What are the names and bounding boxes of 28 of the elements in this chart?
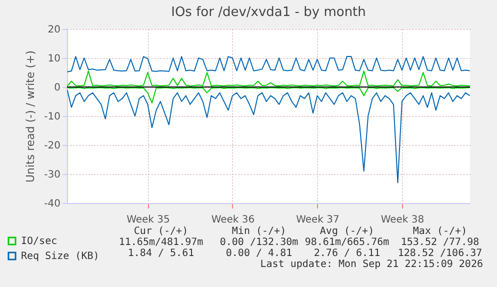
text: Last update: Mon Sep 21 22:15:09 2026 xyxy=(260,259,483,270)
y-axis-title: Units read (-) / write (+) xyxy=(24,50,38,183)
y-tick-label: 20 xyxy=(48,24,60,36)
text: Avg (-/+) xyxy=(320,226,374,237)
text: 1.84 / 5.61 xyxy=(128,248,194,259)
y-tick-label: 0 xyxy=(54,82,60,94)
legend-label: IO/sec xyxy=(21,236,58,247)
text: 128.52 /106.37 xyxy=(398,248,482,259)
text: 98.61m/665.76m xyxy=(304,237,390,248)
text: 153.52 /77.98 xyxy=(400,237,480,248)
chart-title: IOs for /dev/xvda1 - by month xyxy=(171,5,366,20)
text: Max (-/+) xyxy=(412,226,468,237)
y-tick-label: -10 xyxy=(44,112,60,122)
text: 0.00 /132.30m xyxy=(220,237,298,248)
text: 2.76 / 6.11 xyxy=(314,248,380,259)
text: 0.00 / 4.81 xyxy=(226,248,292,259)
x-tick-label: Week 38 xyxy=(380,214,424,226)
text: 11.65m/481.97m xyxy=(118,237,204,248)
y-tick-label: -20 xyxy=(44,140,60,152)
y-tick-label: -30 xyxy=(44,170,60,180)
legend-label: Req Size (KB) xyxy=(21,251,100,262)
text: Cur (-/+) xyxy=(134,226,188,237)
x-tick-label: Week 35 xyxy=(126,214,170,226)
text: Min (-/+) xyxy=(232,226,286,237)
x-tick-label: Week 36 xyxy=(211,214,255,226)
x-tick-label: Week 37 xyxy=(296,214,340,226)
y-tick-label: 10 xyxy=(48,54,60,64)
y-tick-label: -40 xyxy=(44,198,60,210)
